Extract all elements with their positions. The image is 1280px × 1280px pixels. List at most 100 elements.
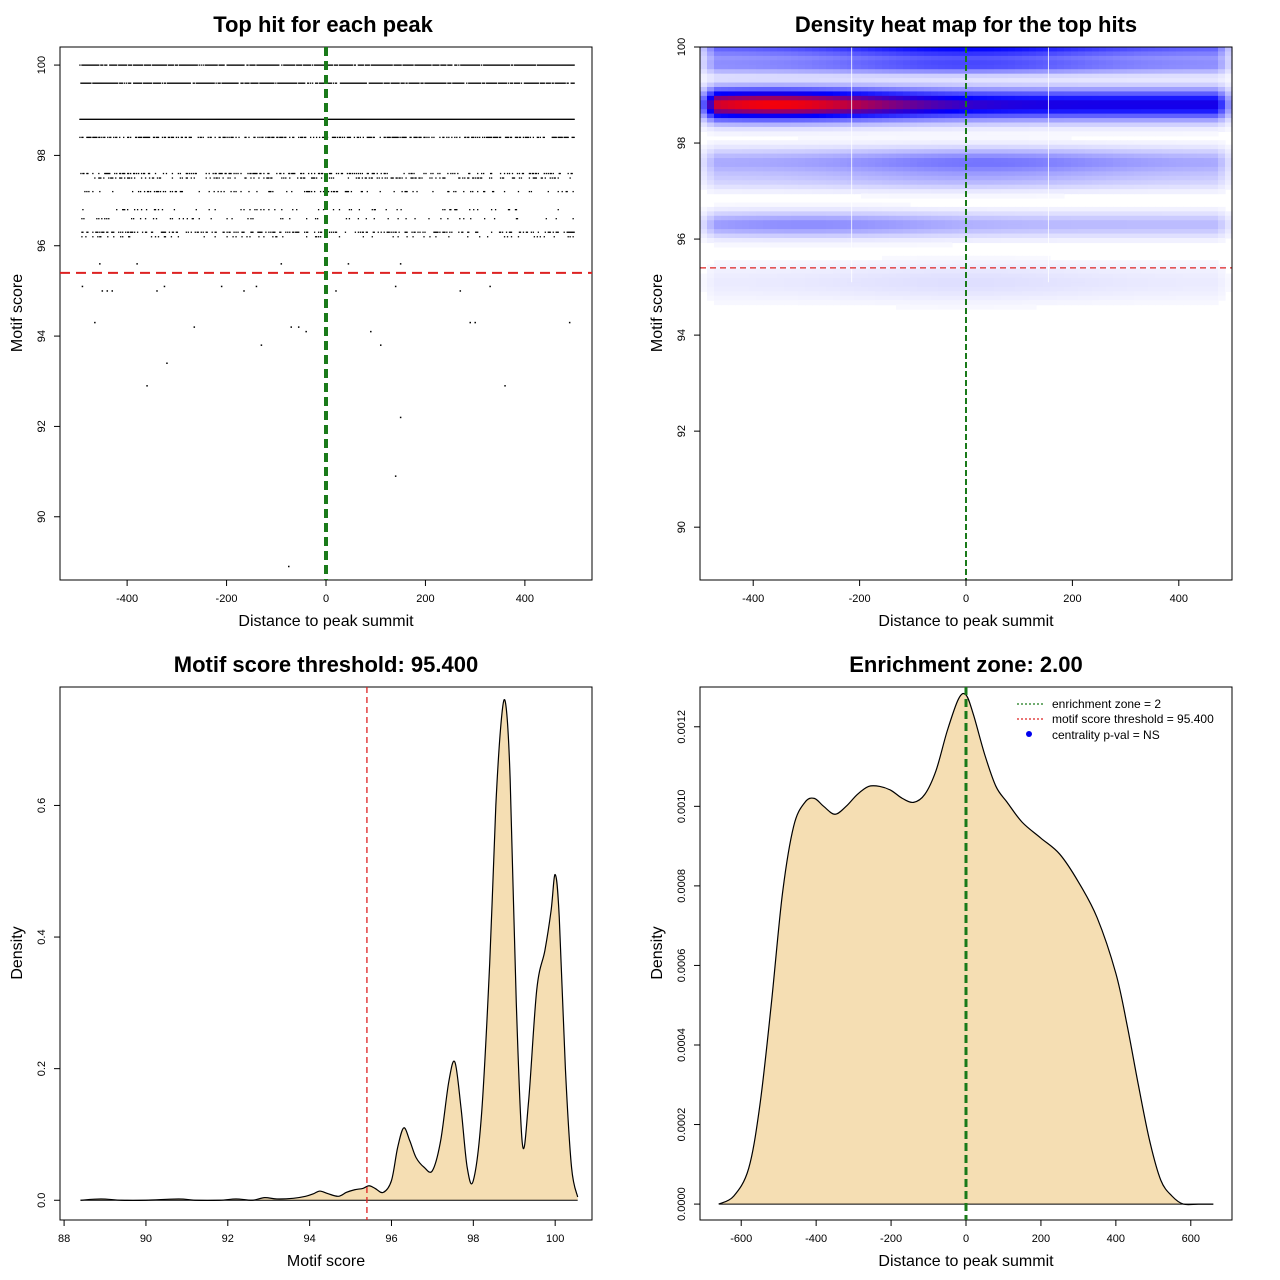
score-point bbox=[541, 82, 543, 84]
score-point bbox=[106, 290, 109, 292]
score-point bbox=[316, 118, 319, 120]
score-point bbox=[537, 64, 540, 66]
heat-cell bbox=[763, 60, 771, 66]
heat-cell bbox=[714, 86, 722, 93]
score-point bbox=[440, 64, 442, 66]
heat-cell bbox=[1022, 211, 1030, 217]
score-point bbox=[442, 209, 444, 211]
score-point bbox=[438, 118, 440, 120]
score-point bbox=[130, 136, 132, 139]
heat-cell bbox=[1015, 264, 1023, 270]
score-point bbox=[508, 172, 511, 175]
score-point bbox=[569, 118, 571, 120]
heat-cell bbox=[749, 202, 757, 208]
heat-cell bbox=[700, 47, 708, 53]
heat-cell bbox=[707, 82, 715, 88]
score-point bbox=[270, 231, 272, 233]
heat-cell bbox=[707, 60, 715, 66]
heat-cell bbox=[735, 82, 743, 88]
heat-cell bbox=[882, 180, 890, 186]
heat-cell bbox=[854, 135, 862, 141]
heat-cell bbox=[882, 131, 890, 137]
heat-cell bbox=[882, 260, 890, 266]
score-point bbox=[422, 231, 424, 233]
heat-cell bbox=[700, 86, 708, 93]
score-point bbox=[518, 118, 521, 120]
heat-cell bbox=[1022, 135, 1030, 141]
heat-cell bbox=[896, 300, 904, 306]
heat-cell bbox=[777, 202, 785, 208]
score-point bbox=[262, 64, 264, 66]
heat-cell bbox=[938, 189, 946, 195]
score-point bbox=[477, 190, 479, 193]
heat-cell bbox=[924, 295, 932, 301]
heat-cell bbox=[882, 189, 890, 195]
score-point bbox=[499, 118, 502, 120]
score-point bbox=[435, 118, 437, 120]
heat-cell bbox=[784, 149, 792, 155]
heat-cell bbox=[938, 140, 946, 146]
score-point bbox=[191, 64, 193, 66]
score-point bbox=[207, 82, 209, 84]
heat-cell bbox=[791, 242, 799, 248]
score-point bbox=[346, 172, 349, 175]
score-point bbox=[184, 118, 186, 120]
score-point bbox=[535, 172, 538, 175]
heat-cell bbox=[938, 91, 946, 97]
score-point bbox=[288, 118, 290, 120]
heat-cell bbox=[749, 64, 757, 70]
heat-cell bbox=[1022, 122, 1030, 128]
heat-cell bbox=[805, 78, 813, 84]
heat-cell bbox=[1015, 122, 1023, 128]
score-point bbox=[490, 136, 493, 139]
heat-cell bbox=[903, 69, 911, 75]
heat-cell bbox=[994, 109, 1002, 115]
score-point bbox=[429, 236, 431, 238]
score-point bbox=[322, 190, 325, 193]
heat-cell bbox=[784, 237, 792, 244]
score-point bbox=[346, 82, 349, 84]
score-point bbox=[214, 209, 216, 211]
score-point bbox=[542, 64, 544, 66]
score-point bbox=[467, 177, 469, 179]
score-point bbox=[570, 231, 572, 233]
heat-cell bbox=[994, 166, 1002, 172]
heat-cell bbox=[742, 171, 750, 177]
heat-cell bbox=[770, 220, 778, 226]
score-point bbox=[335, 82, 338, 84]
heat-cell bbox=[735, 282, 743, 288]
score-point bbox=[312, 177, 315, 179]
score-point bbox=[175, 118, 178, 120]
heat-cell bbox=[973, 171, 981, 177]
heat-cell bbox=[847, 189, 855, 195]
heat-cell bbox=[966, 109, 974, 115]
score-point bbox=[134, 82, 137, 84]
heat-cell bbox=[973, 237, 981, 244]
score-point bbox=[121, 118, 123, 120]
score-point bbox=[79, 136, 81, 139]
heat-cell bbox=[854, 153, 862, 159]
score-point bbox=[161, 209, 164, 211]
score-point bbox=[433, 82, 435, 84]
score-point bbox=[387, 218, 389, 220]
heat-cell bbox=[735, 47, 743, 53]
heat-cell bbox=[931, 135, 939, 141]
score-point bbox=[373, 209, 375, 211]
score-point bbox=[561, 136, 563, 139]
heat-cell bbox=[714, 118, 722, 124]
heat-cell bbox=[728, 64, 736, 70]
score-point bbox=[482, 82, 484, 84]
score-point bbox=[416, 136, 418, 139]
heat-cell bbox=[707, 184, 715, 190]
score-point bbox=[124, 172, 126, 175]
heat-cell bbox=[973, 189, 981, 195]
score-point bbox=[265, 231, 267, 233]
heat-cell bbox=[938, 55, 946, 61]
heat-cell bbox=[1008, 118, 1016, 124]
score-point bbox=[268, 82, 270, 84]
score-point bbox=[131, 118, 134, 120]
score-point bbox=[221, 172, 223, 175]
heat-cell bbox=[875, 166, 883, 172]
score-point bbox=[105, 82, 107, 84]
heat-cell bbox=[931, 122, 939, 128]
